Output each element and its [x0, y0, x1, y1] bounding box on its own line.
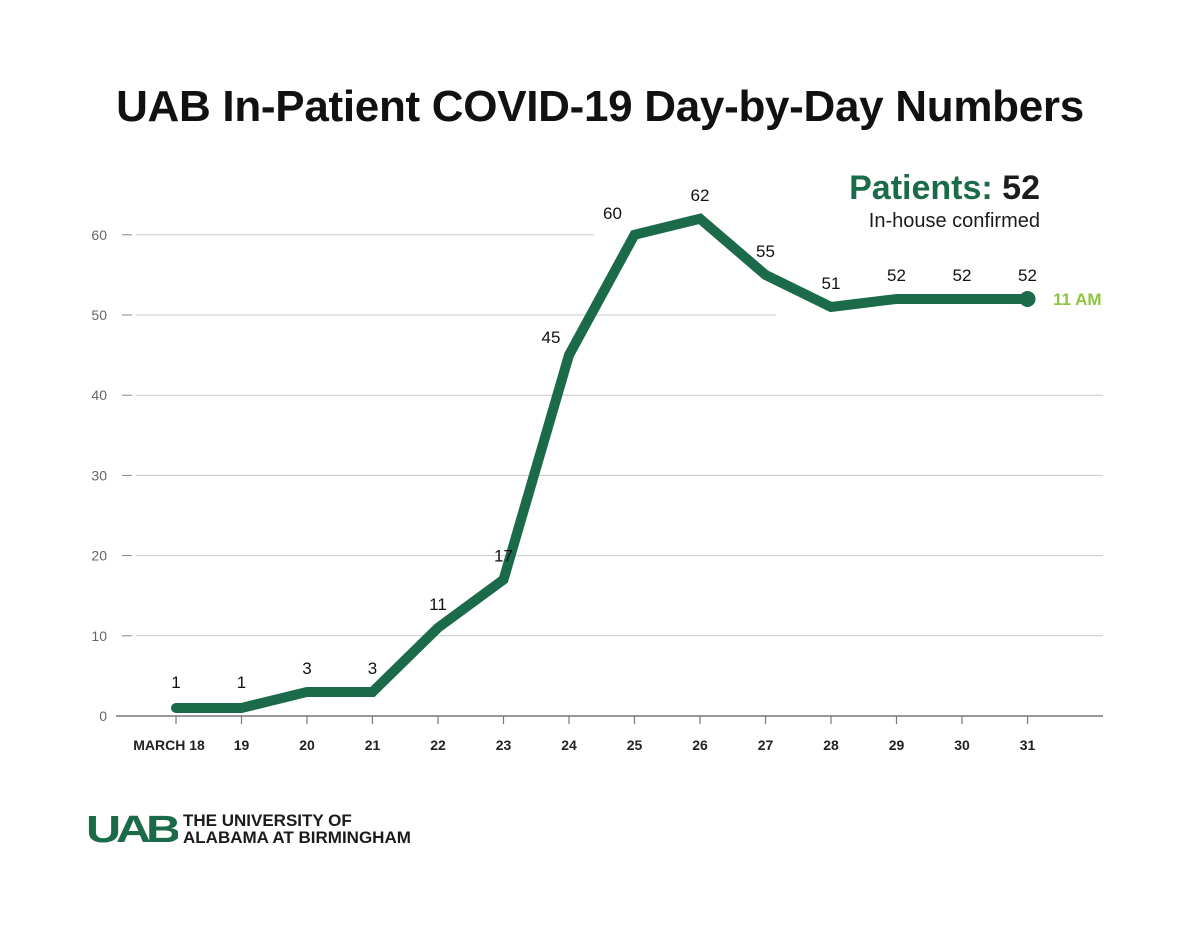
university-name-line2: ALABAMA AT BIRMINGHAM	[183, 828, 411, 847]
x-tick-label: 29	[889, 737, 905, 753]
y-tick-label: 10	[91, 628, 107, 644]
x-tick-label: 19	[234, 737, 250, 753]
data-label: 51	[822, 274, 841, 293]
patients-subtitle: In-house confirmed	[868, 210, 1040, 232]
y-tick-label: 0	[99, 708, 107, 724]
data-label: 55	[756, 242, 775, 261]
x-tick-label: 21	[365, 737, 381, 753]
data-label: 3	[302, 659, 311, 678]
data-label: 45	[542, 328, 561, 347]
x-tick-label: 31	[1020, 737, 1036, 753]
x-tick-label: 26	[692, 737, 708, 753]
end-marker-label: 11 AM	[1053, 290, 1102, 309]
data-label: 52	[953, 266, 972, 285]
end-marker	[1019, 290, 1036, 307]
patients-count: 52	[1002, 169, 1040, 207]
x-tick-label: 23	[496, 737, 512, 753]
x-tick-label: 28	[823, 737, 839, 753]
x-tick-label: 30	[954, 737, 970, 753]
data-label: 1	[237, 673, 246, 692]
y-tick-label: 20	[91, 548, 107, 564]
y-tick-label: 40	[91, 387, 107, 403]
y-tick-label: 60	[91, 227, 107, 243]
uab-logo-mark: UAB	[86, 809, 178, 845]
data-label: 17	[494, 547, 513, 566]
data-label: 60	[603, 204, 622, 223]
x-tick-label: 20	[299, 737, 315, 753]
data-label: 1	[171, 673, 180, 692]
university-name-line1: THE UNIVERSITY OF	[183, 811, 352, 830]
x-tick-label: 24	[561, 737, 577, 753]
data-label: 52	[1018, 266, 1037, 285]
x-tick-label: 25	[627, 737, 643, 753]
x-tick-label: MARCH 18	[133, 737, 205, 753]
data-label: 62	[691, 186, 710, 205]
chart-title: UAB In-Patient COVID-19 Day-by-Day Numbe…	[116, 82, 1084, 131]
patients-callout: Patients: 52 In-house confirmed	[849, 168, 1040, 233]
y-tick-label: 30	[91, 467, 107, 483]
x-tick-label: 27	[758, 737, 774, 753]
y-tick-label: 50	[91, 307, 107, 323]
data-label: 11	[429, 595, 447, 614]
x-tick-label: 22	[430, 737, 446, 753]
university-name: THE UNIVERSITY OF ALABAMA AT BIRMINGHAM	[183, 812, 411, 846]
series-line	[171, 213, 1033, 713]
patients-label: Patients:	[849, 169, 993, 207]
data-label: 3	[368, 659, 377, 678]
data-label: 52	[887, 266, 906, 285]
uab-logo-letters: UAB	[86, 809, 178, 845]
